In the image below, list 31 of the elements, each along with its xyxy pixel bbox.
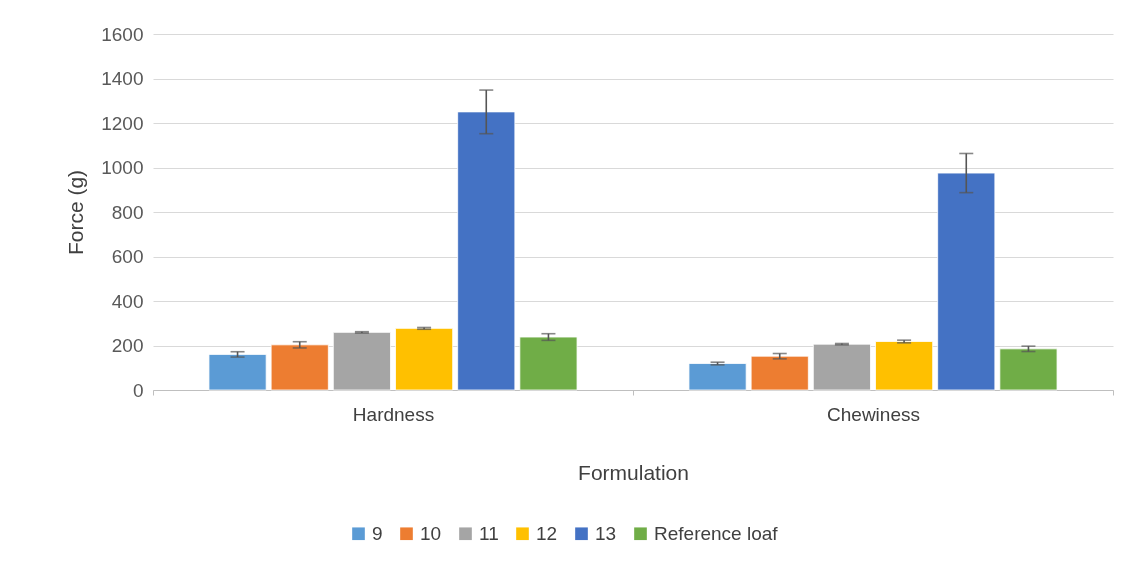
legend-label: 12 <box>536 522 558 544</box>
y-tick-label: 600 <box>111 246 144 267</box>
bar <box>457 111 516 391</box>
y-tick-label: 800 <box>111 201 144 223</box>
y-tick-label: 200 <box>111 335 144 356</box>
y-tick-label: 0 <box>132 379 144 401</box>
legend-label: 10 <box>420 522 442 544</box>
bar <box>937 172 996 391</box>
y-tick-label: 1000 <box>101 157 144 178</box>
bar <box>395 327 454 391</box>
bar <box>750 355 809 391</box>
y-tick-label: 1200 <box>101 112 144 134</box>
legend-label: 13 <box>595 522 617 544</box>
bar <box>519 336 578 391</box>
legend-label: 11 <box>479 522 499 544</box>
x-tick-label: Hardness <box>352 403 435 425</box>
bar <box>688 363 747 391</box>
y-tick-label: 400 <box>111 290 144 312</box>
legend-label: Reference loaf <box>654 522 779 544</box>
bar <box>208 354 267 391</box>
x-tick-label: Chewiness <box>827 403 920 425</box>
y-axis-title: Force (g) <box>64 169 88 256</box>
bar <box>270 344 329 391</box>
legend-label: 9 <box>372 522 383 544</box>
bar <box>999 348 1058 391</box>
x-axis-title: Formulation <box>578 460 689 484</box>
bar <box>332 331 391 391</box>
bar <box>812 343 871 391</box>
y-tick-label: 1400 <box>101 68 144 89</box>
y-tick-label: 1600 <box>101 23 144 45</box>
bar <box>875 341 934 391</box>
